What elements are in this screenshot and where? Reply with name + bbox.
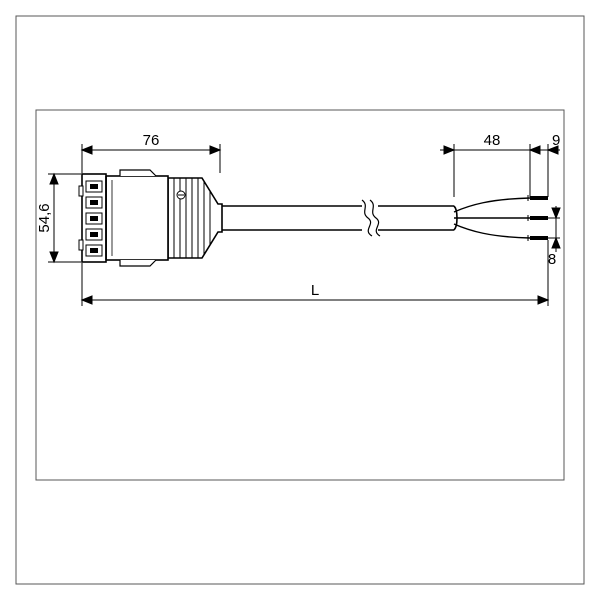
dim-stripped-length — [440, 144, 548, 197]
dim-total-length-label: L — [311, 282, 319, 299]
dim-wire-spacing — [548, 206, 560, 252]
dim-tip-length-label: 9 — [552, 132, 560, 149]
wires — [454, 195, 548, 241]
connector — [79, 170, 222, 266]
diagram-canvas: 76 48 9 8 L 54, — [0, 0, 600, 600]
dim-wire-spacing-label: 8 — [548, 251, 556, 268]
dim-connector-length-label: 76 — [143, 132, 160, 149]
technical-drawing-svg: 76 48 9 8 L 54, — [0, 0, 600, 600]
dim-stripped-length-label: 48 — [484, 132, 501, 149]
dim-connector-height-label: 54,6 — [36, 203, 53, 232]
inner-frame — [36, 110, 564, 480]
cable — [222, 200, 457, 236]
